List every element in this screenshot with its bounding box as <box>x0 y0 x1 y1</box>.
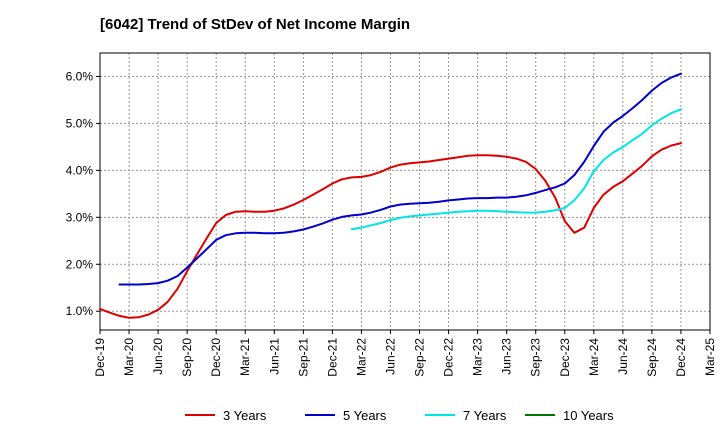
x-tick-label: Dec-23 <box>558 338 572 377</box>
x-tick-label: Sep-21 <box>296 338 310 377</box>
y-axis-ticks: 1.0% 2.0% 3.0% 4.0% 5.0% 6.0% <box>66 69 100 318</box>
series-line-7-years <box>350 108 682 231</box>
x-tick-label: Sep-23 <box>529 338 543 377</box>
legend: 3 Years 5 Years 7 Years 10 Years <box>185 408 614 423</box>
series-lines <box>99 72 682 319</box>
series-line-3-years <box>99 142 682 319</box>
x-tick-label: Jun-22 <box>383 338 397 375</box>
chart-title: [6042] Trend of StDev of Net Income Marg… <box>100 16 411 33</box>
legend-label: 5 Years <box>343 408 387 423</box>
legend-label: 7 Years <box>463 408 507 423</box>
x-tick-label: Mar-24 <box>587 338 601 376</box>
x-tick-label: Mar-23 <box>471 338 485 376</box>
grid-lines <box>100 53 710 330</box>
y-tick-label: 3.0% <box>66 210 94 224</box>
x-tick-label: Dec-21 <box>325 338 339 377</box>
y-tick-label: 6.0% <box>66 69 94 83</box>
x-tick-label: Jun-23 <box>500 338 514 375</box>
x-tick-label: Jun-24 <box>616 338 630 375</box>
x-tick-label: Dec-20 <box>209 338 223 377</box>
x-tick-label: Jun-21 <box>267 338 281 375</box>
x-axis-ticks: Dec-19 Mar-20 Jun-20 Sep-20 Dec-20 Mar-21 Jun-… <box>93 330 717 377</box>
x-tick-label: Mar-22 <box>354 338 368 376</box>
y-tick-label: 1.0% <box>66 304 94 318</box>
series-line-5-years <box>118 72 682 286</box>
x-tick-label: Dec-22 <box>442 338 456 377</box>
x-tick-label: Mar-21 <box>238 338 252 376</box>
x-tick-label: Sep-22 <box>413 338 427 377</box>
x-tick-label: Mar-20 <box>122 338 136 376</box>
x-tick-label: Jun-20 <box>151 338 165 375</box>
x-tick-label: Sep-20 <box>180 338 194 377</box>
legend-label: 10 Years <box>563 408 614 423</box>
plot-frame <box>99 52 711 331</box>
y-tick-label: 4.0% <box>66 163 94 177</box>
y-tick-label: 2.0% <box>66 257 94 271</box>
x-tick-label: Dec-24 <box>674 338 688 377</box>
y-tick-label: 5.0% <box>66 116 94 130</box>
x-tick-label: Dec-19 <box>93 338 107 377</box>
x-tick-label: Sep-24 <box>645 338 659 377</box>
legend-label: 3 Years <box>223 408 267 423</box>
x-tick-label: Mar-25 <box>703 338 717 376</box>
